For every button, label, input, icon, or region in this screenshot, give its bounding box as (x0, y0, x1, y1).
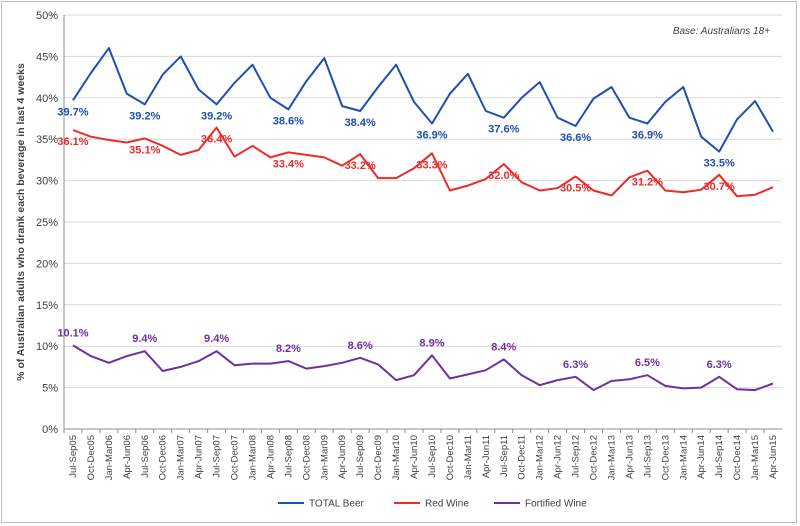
x-tick-label: Oct-Dec11 (517, 435, 528, 480)
x-tick-label: Oct-Dec14 (732, 435, 743, 480)
data-label: 30.5% (560, 182, 591, 194)
legend-item: TOTAL Beer (309, 499, 365, 510)
x-tick-label: Oct-Dec08 (301, 435, 312, 480)
series-line-red-wine (72, 126, 774, 198)
y-tick-label: 40% (36, 93, 58, 105)
data-label: 9.4% (132, 333, 157, 345)
data-label: 8.6% (348, 340, 373, 352)
y-tick-label: 5% (42, 383, 58, 395)
x-tick-label: Jan-Mar11 (463, 435, 474, 480)
y-tick-label: 25% (36, 217, 58, 229)
x-tick-label: Jan-Mar14 (678, 435, 689, 480)
x-tick-label: Apr-Jun15 (768, 435, 779, 479)
x-tick-label: Oct-Dec07 (230, 435, 241, 480)
x-tick-label: Jul-Sep07 (212, 435, 223, 478)
data-label: 36.9% (632, 129, 663, 141)
data-label: 8.4% (491, 341, 516, 353)
x-tick-label: Apr-Jun12 (553, 435, 564, 479)
x-tick-label: Apr-Jun11 (481, 435, 492, 478)
x-tick-label: Jul-Sep12 (571, 435, 582, 478)
data-label: 36.9% (416, 129, 447, 141)
series-line-total-beer (72, 47, 774, 153)
data-label: 30.7% (704, 181, 735, 193)
data-label: 31.2% (632, 177, 663, 189)
y-axis-ticks: 0% 5% 10% 15% 20% 25% 30% 35% 40% 45% 50% (36, 10, 58, 436)
x-tick-label: Jan-Mar15 (750, 435, 761, 480)
x-tick-label: Oct-Dec13 (660, 435, 671, 480)
data-label: 39.2% (201, 110, 232, 122)
data-label: 38.4% (345, 117, 376, 129)
x-tick-label: Oct-Dec12 (589, 435, 600, 480)
data-label: 33.5% (704, 158, 735, 170)
x-tick-label: Oct-Dec06 (158, 435, 169, 480)
y-tick-label: 20% (36, 258, 58, 270)
x-tick-label: Jul-Sep05 (68, 435, 79, 478)
x-tick-label: Jul-Sep09 (355, 435, 366, 478)
data-label: 39.2% (129, 110, 160, 122)
series-line-fortified-wine (72, 344, 774, 392)
y-tick-label: 35% (36, 134, 58, 146)
data-label: 9.4% (204, 333, 229, 345)
x-tick-label: Apr-Jun13 (624, 435, 635, 479)
x-tick-label: Oct-Dec10 (445, 435, 456, 480)
data-label: 36.6% (560, 132, 591, 144)
data-label: 8.2% (276, 343, 301, 355)
x-tick-label: Jul-Sep13 (642, 435, 653, 478)
x-tick-label: Jan-Mar06 (104, 435, 115, 480)
legend: TOTAL Beer Red Wine Fortified Wine (278, 499, 587, 510)
x-tick-label: Jan-Mar12 (535, 435, 546, 480)
y-tick-label: 10% (36, 341, 58, 353)
x-tick-label: Jul-Sep08 (283, 435, 294, 478)
data-label: 8.9% (419, 337, 444, 349)
x-tick-label: Oct-Dec05 (86, 435, 97, 480)
data-label: 36.4% (201, 134, 232, 146)
x-tick-label: Jan-Mar07 (176, 435, 187, 480)
data-labels: 39.7% 39.2% 39.2% 38.6% 38.4% 36.9% 37.6% 36.6%… (57, 106, 735, 371)
data-label: 6.3% (563, 359, 588, 371)
gridlines (63, 14, 782, 430)
x-tick-label: Jul-Sep10 (427, 435, 438, 478)
legend-item: Red Wine (425, 499, 469, 510)
data-label: 32.0% (488, 170, 519, 182)
y-tick-label: 15% (36, 300, 58, 312)
data-label: 33.2% (345, 160, 376, 172)
data-label: 35.1% (129, 144, 160, 156)
base-annotation: Base: Australians 18+ (673, 26, 770, 37)
x-tick-label: Apr-Jun06 (122, 435, 133, 479)
data-label: 37.6% (488, 124, 519, 136)
x-tick-label: Jul-Sep06 (140, 435, 151, 478)
x-tick-label: Apr-Jun08 (265, 435, 276, 479)
x-tick-label: Apr-Jun07 (194, 435, 205, 479)
data-label: 38.6% (273, 115, 304, 127)
x-tick-label: Apr-Jun14 (696, 435, 707, 479)
data-label: 33.4% (273, 158, 304, 170)
data-label: 36.1% (57, 136, 88, 148)
y-tick-label: 0% (42, 424, 58, 436)
data-label: 10.1% (57, 327, 88, 339)
data-label: 33.3% (416, 159, 447, 171)
x-tick-label: Jan-Mar08 (247, 435, 258, 480)
x-tick-label: Jul-Sep11 (499, 435, 510, 477)
x-tick-label: Jan-Mar09 (319, 435, 330, 480)
x-tick-label: Jan-Mar10 (391, 435, 402, 480)
y-axis-label: % of Australian adults who drank each be… (15, 63, 27, 381)
legend-item: Fortified Wine (525, 499, 587, 510)
x-axis-ticks: Jul-Sep05 Oct-Dec05 Jan-Mar06 Apr-Jun06 Jul-… (63, 429, 779, 480)
data-label: 39.7% (57, 106, 88, 118)
y-tick-label: 30% (36, 176, 58, 188)
x-tick-label: Apr-Jun10 (409, 435, 420, 479)
x-tick-label: Apr-Jun09 (337, 435, 348, 479)
x-tick-label: Oct-Dec09 (373, 435, 384, 480)
y-tick-label: 45% (36, 51, 58, 63)
data-label: 6.3% (707, 359, 732, 371)
x-tick-label: Jan-Mar13 (606, 435, 617, 480)
series-lines (72, 47, 774, 392)
y-tick-label: 50% (36, 10, 58, 22)
data-label: 6.5% (635, 357, 660, 369)
x-tick-label: Jul-Sep14 (714, 435, 725, 478)
